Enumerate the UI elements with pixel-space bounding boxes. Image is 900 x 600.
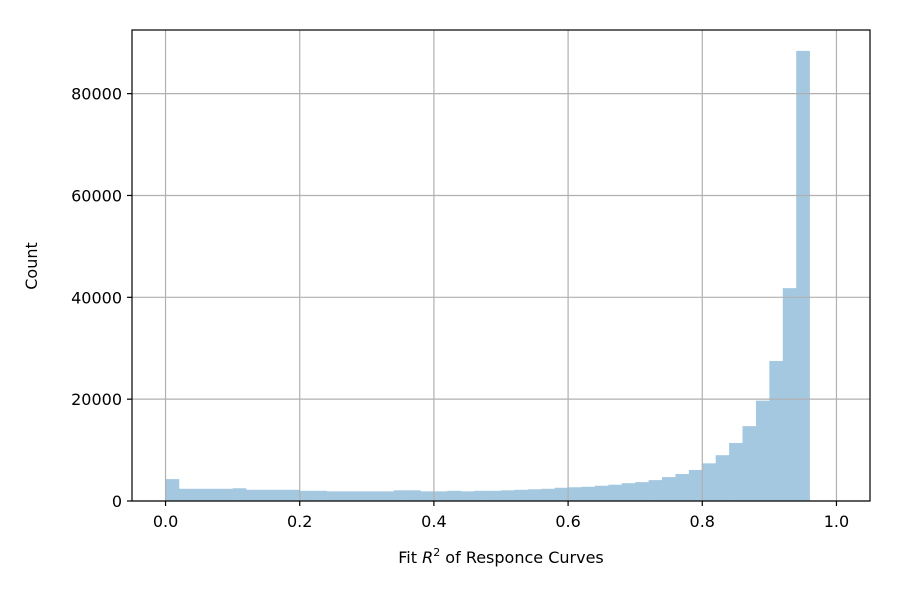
histogram-bar bbox=[192, 488, 207, 501]
histogram-bar bbox=[581, 486, 596, 501]
histogram-bar bbox=[232, 488, 247, 501]
histogram-bar bbox=[702, 463, 716, 501]
histogram-bar bbox=[178, 488, 193, 501]
y-tick-label: 0 bbox=[112, 492, 122, 511]
histogram-bar bbox=[420, 491, 435, 501]
x-axis-label-prefix: Fit bbox=[398, 548, 422, 567]
histogram-bar bbox=[782, 288, 797, 501]
histogram-bar bbox=[514, 489, 529, 501]
x-tick-label: 0.4 bbox=[421, 512, 446, 531]
histogram-bar bbox=[326, 491, 341, 501]
histogram-bar bbox=[393, 490, 408, 501]
x-tick-label: 0.6 bbox=[555, 512, 580, 531]
histogram-bar bbox=[259, 489, 274, 501]
histogram-bar bbox=[554, 487, 569, 501]
histogram-bar bbox=[608, 484, 623, 501]
histogram-bar bbox=[796, 50, 810, 501]
x-axis-label-suffix: of Responce Curves bbox=[440, 548, 604, 567]
x-axis-label-variable: R bbox=[422, 548, 433, 567]
x-tick-label: 0.2 bbox=[287, 512, 312, 531]
histogram-bar bbox=[487, 490, 502, 501]
histogram-bar bbox=[299, 490, 314, 501]
plot-area bbox=[132, 30, 870, 501]
histogram-bar bbox=[246, 489, 260, 501]
histogram-bar bbox=[568, 487, 582, 501]
y-axis-ticks: 0 20000 40000 60000 80000 bbox=[71, 85, 132, 511]
histogram-bar bbox=[621, 483, 636, 501]
histogram-bar bbox=[447, 490, 462, 501]
x-axis-label-superscript: 2 bbox=[433, 546, 440, 559]
histogram-bar bbox=[688, 469, 703, 501]
histogram-bar bbox=[501, 490, 515, 501]
histogram-bar bbox=[541, 488, 555, 501]
x-axis-ticks: 0.0 0.2 0.4 0.6 0.8 1.0 bbox=[153, 501, 849, 531]
histogram-bar bbox=[662, 477, 676, 501]
x-tick-label: 0.8 bbox=[690, 512, 715, 531]
histogram-bars bbox=[165, 50, 810, 501]
histogram-bar bbox=[474, 490, 488, 501]
histogram-bar bbox=[366, 491, 381, 501]
x-axis-label: Fit R2 of Responce Curves bbox=[398, 546, 604, 567]
y-axis-label: Count bbox=[22, 242, 41, 290]
histogram-bar bbox=[742, 426, 757, 501]
histogram-bar bbox=[165, 479, 180, 501]
histogram-bar bbox=[769, 360, 784, 501]
histogram-bar bbox=[353, 491, 368, 501]
histogram-bar bbox=[219, 488, 233, 501]
histogram-bar bbox=[755, 400, 770, 501]
histogram-bar bbox=[527, 489, 542, 501]
histogram-bar bbox=[675, 474, 690, 501]
histogram-bar bbox=[715, 455, 730, 501]
histogram-bar bbox=[460, 491, 475, 501]
histogram-bar bbox=[594, 485, 609, 501]
y-tick-label: 40000 bbox=[71, 288, 122, 307]
histogram-bar bbox=[339, 491, 354, 501]
histogram-bar bbox=[648, 480, 663, 501]
y-tick-label: 20000 bbox=[71, 390, 122, 409]
histogram-bar bbox=[407, 490, 421, 501]
plot-frame bbox=[131, 29, 871, 502]
histogram-bar bbox=[380, 491, 394, 501]
histogram-bar bbox=[729, 442, 743, 501]
y-tick-label: 80000 bbox=[71, 85, 122, 104]
histogram-bar bbox=[205, 488, 220, 501]
x-tick-label: 1.0 bbox=[824, 512, 849, 531]
histogram-bar bbox=[286, 489, 301, 501]
y-tick-label: 60000 bbox=[71, 186, 122, 205]
histogram-bar bbox=[313, 490, 327, 501]
histogram-bar bbox=[433, 491, 448, 501]
x-tick-label: 0.0 bbox=[153, 512, 178, 531]
histogram-bar bbox=[635, 482, 649, 501]
histogram-bar bbox=[272, 489, 287, 501]
